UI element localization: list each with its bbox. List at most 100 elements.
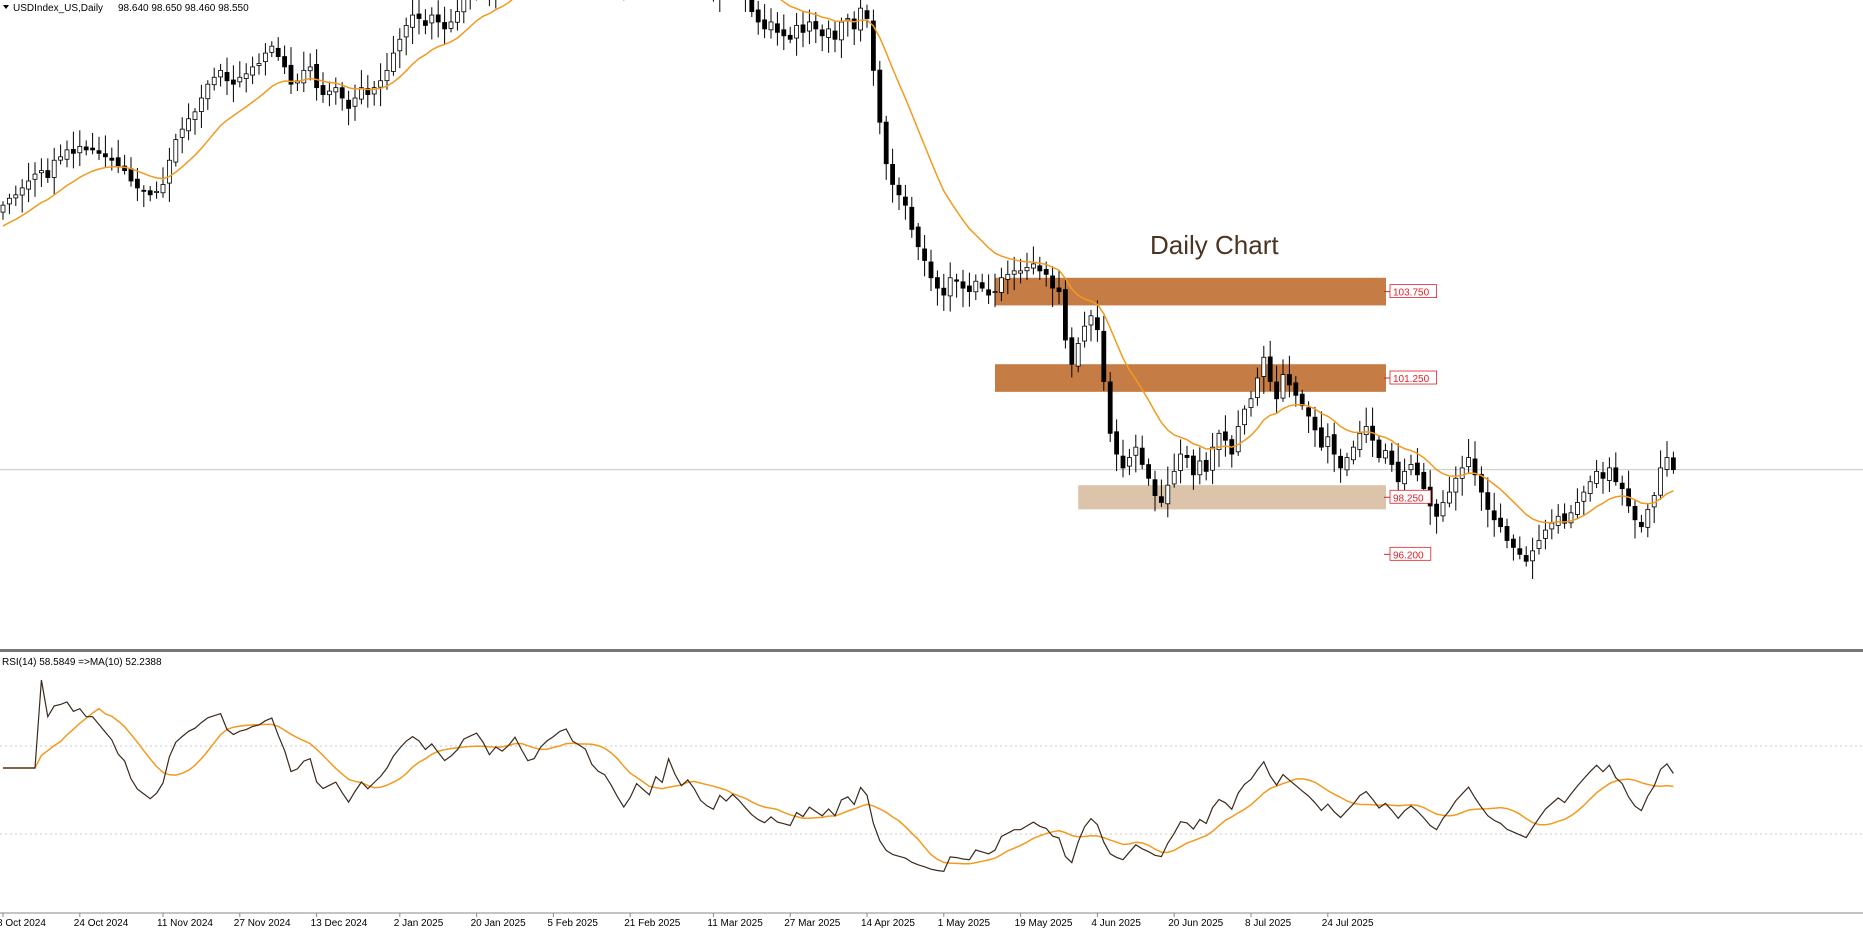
candle	[1210, 432, 1215, 485]
candle-body-bear	[1223, 431, 1228, 441]
candle	[301, 51, 307, 93]
candle	[166, 147, 172, 202]
candle-body-bull	[1325, 436, 1331, 447]
candle-body-bear	[1504, 526, 1510, 541]
candle-body-bear	[1146, 464, 1151, 479]
candle	[1562, 503, 1567, 529]
panel-divider[interactable]	[0, 649, 1863, 652]
candle-body-bull	[992, 291, 998, 294]
candle	[1267, 340, 1273, 392]
candle-body-bear	[1517, 548, 1523, 555]
candle-body-bull	[378, 80, 384, 88]
candle	[7, 193, 12, 214]
candle	[1274, 365, 1279, 414]
candle-body-bear	[230, 79, 236, 85]
candle-body-bear	[890, 164, 895, 185]
candle-body-bear	[1600, 472, 1606, 479]
candle	[1587, 475, 1593, 502]
candle-body-bear	[1043, 269, 1049, 275]
candle-body-bear	[45, 170, 51, 178]
candle-body-bear	[832, 30, 838, 40]
candle	[416, 0, 422, 35]
candle	[1619, 475, 1625, 506]
candle-body-bear	[979, 282, 985, 289]
candle-body-bull	[205, 83, 211, 100]
candle-body-bull	[454, 11, 460, 23]
candle-body-bear	[115, 157, 121, 168]
candle	[454, 0, 460, 31]
candle	[1517, 536, 1523, 560]
candle-body-bear	[1319, 427, 1324, 448]
candle-body-bear	[762, 19, 767, 30]
candle-body-bull	[1363, 426, 1369, 436]
candle-body-bull	[1133, 446, 1139, 456]
candle-body-bull	[1261, 356, 1267, 377]
candle-body-bull	[26, 180, 32, 190]
candle-body-bear	[1562, 513, 1567, 524]
candle	[839, 17, 844, 59]
candle	[1453, 466, 1459, 511]
candle-body-bear	[442, 22, 448, 30]
candle	[237, 61, 243, 88]
candle-body-bear	[1095, 317, 1100, 331]
candle	[1031, 246, 1036, 275]
candle-body-bull	[256, 63, 262, 66]
candle	[1555, 504, 1561, 534]
candle-body-bull	[32, 173, 38, 180]
candle	[935, 270, 940, 306]
zone-2	[1078, 485, 1386, 510]
candle-body-bear	[1191, 455, 1196, 476]
candle-body-bull	[166, 159, 172, 184]
candle	[397, 28, 403, 69]
candle	[1613, 452, 1619, 486]
x-tick-label-12: 1 May 2025	[938, 918, 991, 929]
candle-body-bear	[1376, 439, 1382, 458]
candle	[1491, 492, 1497, 537]
candle-body-bull	[1555, 515, 1561, 526]
candle	[1671, 451, 1676, 474]
candle-body-bear	[896, 184, 902, 196]
candle	[122, 154, 127, 175]
candle-body-bear	[1306, 407, 1311, 417]
candle	[429, 7, 435, 40]
candle	[1037, 256, 1043, 280]
candle	[1050, 266, 1055, 308]
candle	[999, 267, 1004, 302]
candle	[1203, 452, 1209, 481]
candle	[1114, 419, 1119, 472]
candle	[915, 222, 921, 261]
x-tick-label-7: 5 Feb 2025	[547, 918, 598, 929]
candle	[1312, 406, 1318, 447]
candle	[877, 60, 883, 135]
candle-body-bear	[755, 9, 761, 23]
dropdown-triangle-icon[interactable]	[3, 5, 9, 9]
candle	[384, 52, 390, 90]
candle	[288, 47, 294, 95]
zone-label-2: 98.250	[1393, 493, 1424, 504]
candle-body-bear	[813, 21, 819, 30]
candle	[1498, 503, 1503, 533]
candle-body-bull	[250, 66, 256, 76]
candle	[1261, 345, 1267, 394]
candle-body-bear	[346, 99, 352, 109]
candle	[1139, 435, 1145, 470]
candle	[967, 272, 972, 307]
candle	[883, 115, 889, 180]
x-tick-label-16: 8 Jul 2025	[1245, 918, 1292, 929]
candle	[1447, 476, 1452, 508]
candle-body-bull	[1005, 273, 1011, 280]
candle	[282, 45, 288, 75]
candle	[1651, 491, 1657, 524]
candle-body-bull	[371, 87, 377, 95]
candle-body-bull	[1011, 270, 1017, 275]
candle	[1018, 258, 1023, 284]
candle	[1376, 434, 1382, 463]
candle-body-bull	[1280, 374, 1286, 399]
candle-body-bear	[1523, 555, 1529, 562]
candle	[1626, 470, 1631, 513]
candle	[488, 0, 490, 7]
candle-body-bear	[1152, 479, 1158, 496]
candle-body-bull	[1581, 491, 1587, 502]
candle	[1255, 367, 1260, 406]
candle-body-bear	[967, 285, 972, 293]
